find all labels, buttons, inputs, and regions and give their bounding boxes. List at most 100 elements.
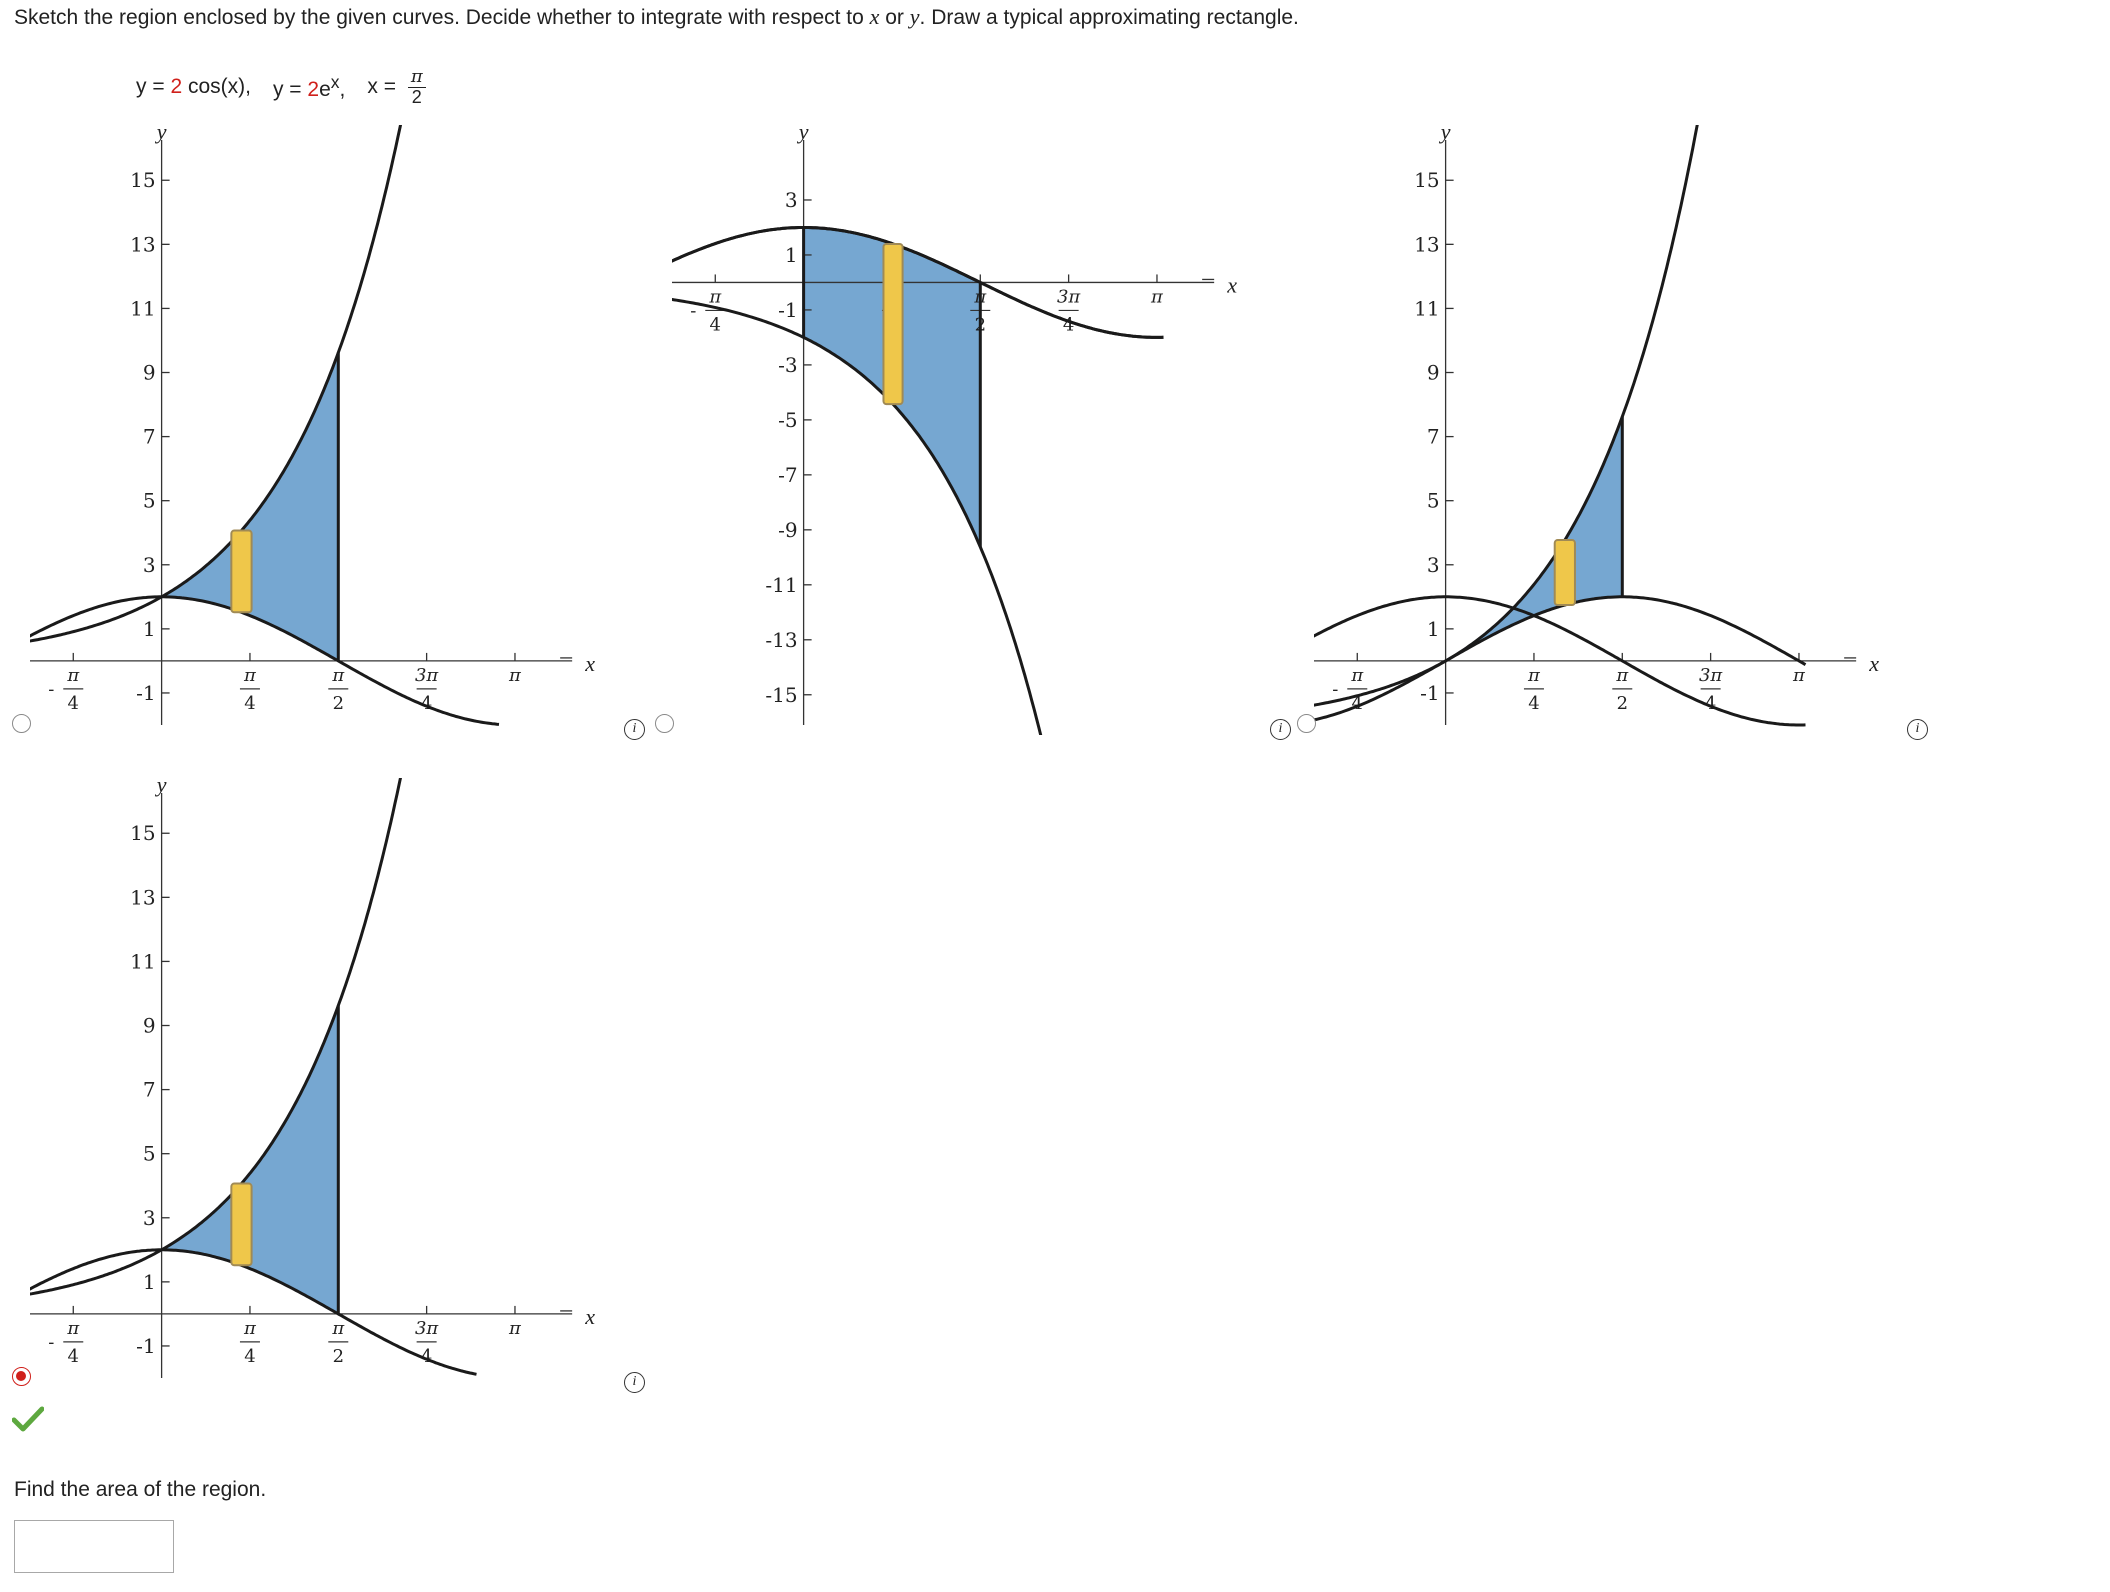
info-icon-option-b[interactable]: i bbox=[1270, 719, 1291, 740]
y-tick-label: 11 bbox=[1414, 296, 1439, 320]
y-tick-label: -15 bbox=[765, 683, 797, 707]
checkmark-icon bbox=[12, 1406, 44, 1432]
y-tick-label: 1 bbox=[1427, 617, 1440, 641]
y-tick-label: 5 bbox=[1427, 489, 1440, 513]
x-tick-numerator: π bbox=[508, 1318, 522, 1339]
y-tick-label: 13 bbox=[130, 885, 155, 909]
y-tick-label: -1 bbox=[778, 298, 797, 322]
info-icon-option-a[interactable]: i bbox=[624, 719, 645, 740]
x-axis-label: x bbox=[584, 1304, 595, 1329]
y-tick-label: -1 bbox=[1420, 681, 1439, 705]
y-tick-label: 11 bbox=[130, 296, 155, 320]
y-tick-label: 15 bbox=[130, 821, 155, 845]
x-axis-label: x bbox=[584, 651, 595, 676]
x-tick-sign: - bbox=[48, 1332, 54, 1353]
y-tick-label: -3 bbox=[778, 353, 797, 377]
x-tick-numerator: π bbox=[1527, 665, 1541, 686]
x-tick-denominator: 4 bbox=[68, 1346, 79, 1367]
y-tick-label: 3 bbox=[143, 1206, 156, 1230]
graph-option-c: x y 15 13 11 9 7 5 3 1 -1 π 4- π 4 π 2 3π 4 π bbox=[1314, 125, 1934, 735]
y-tick-label: -1 bbox=[136, 1334, 155, 1358]
y-tick-label: 15 bbox=[1414, 168, 1439, 192]
x-tick-denominator: 4 bbox=[421, 693, 432, 714]
y-tick-label: 5 bbox=[143, 1142, 156, 1166]
approximating-rectangle bbox=[230, 1182, 253, 1267]
y-tick-label: -13 bbox=[765, 628, 797, 652]
y-tick-label: 3 bbox=[1427, 553, 1440, 577]
x-tick-numerator: 3π bbox=[415, 665, 439, 686]
x-tick-numerator: π bbox=[331, 665, 345, 686]
y-tick-label: 1 bbox=[143, 617, 156, 641]
x-tick-denominator: 4 bbox=[710, 314, 721, 335]
x-tick-numerator: π bbox=[243, 665, 257, 686]
approximating-rectangle bbox=[882, 242, 904, 406]
y-tick-label: -1 bbox=[136, 681, 155, 705]
y-axis-label: y bbox=[155, 778, 167, 797]
y-axis-label: y bbox=[155, 125, 167, 144]
x-tick-numerator: π bbox=[331, 1318, 345, 1339]
x-tick-denominator: 4 bbox=[244, 1346, 255, 1367]
radio-option-a[interactable] bbox=[12, 714, 31, 733]
y-tick-label: 5 bbox=[143, 489, 156, 513]
shaded-region bbox=[1444, 416, 1624, 662]
x-tick-numerator: 3π bbox=[1057, 286, 1081, 307]
info-icon-option-d[interactable]: i bbox=[624, 1372, 645, 1393]
x-axis-label: x bbox=[1868, 651, 1879, 676]
y-tick-label: 11 bbox=[130, 949, 155, 973]
radio-option-c[interactable] bbox=[1297, 714, 1316, 733]
area-answer-input[interactable] bbox=[14, 1520, 174, 1573]
graph-option-d: x y 15 13 11 9 7 5 3 1 -1 π 4- π 4 π 2 3π 4 π bbox=[30, 778, 650, 1388]
y-tick-label: -7 bbox=[778, 463, 797, 487]
y-tick-label: 15 bbox=[130, 168, 155, 192]
radio-option-d[interactable] bbox=[12, 1367, 31, 1386]
approximating-rectangle bbox=[1553, 539, 1576, 607]
x-axis-label: x bbox=[1226, 272, 1237, 297]
equation-2: y = 2ex, bbox=[272, 72, 346, 102]
x-tick-numerator: π bbox=[1615, 665, 1629, 686]
y-axis-label: y bbox=[797, 125, 809, 144]
y-tick-label: 7 bbox=[1427, 425, 1440, 449]
cos-curve bbox=[30, 595, 500, 726]
area-prompt: Find the area of the region. bbox=[14, 1478, 267, 1501]
y-tick-label: 9 bbox=[143, 361, 156, 385]
x-tick-numerator: π bbox=[708, 286, 722, 307]
graph-option-a: x y 15 13 11 9 7 5 3 1 -1 π 4- π 4 π 2 3π 4 π bbox=[30, 125, 650, 735]
x-tick-numerator: π bbox=[1350, 665, 1364, 686]
x-tick-sign: - bbox=[48, 679, 54, 700]
x-tick-denominator: 2 bbox=[333, 693, 344, 714]
x-tick-denominator: 4 bbox=[244, 693, 255, 714]
y-tick-label: 3 bbox=[143, 553, 156, 577]
y-axis-label: y bbox=[1439, 125, 1451, 144]
x-tick-denominator: 4 bbox=[1352, 693, 1363, 714]
y-tick-label: -9 bbox=[778, 518, 797, 542]
x-tick-sign: - bbox=[690, 300, 696, 321]
y-tick-label: 1 bbox=[143, 1270, 156, 1294]
info-icon-option-c[interactable]: i bbox=[1907, 719, 1928, 740]
upper-curve bbox=[30, 125, 403, 643]
upper-curve bbox=[1314, 125, 1699, 707]
x-tick-denominator: 4 bbox=[1705, 693, 1716, 714]
approximating-rectangle bbox=[230, 529, 253, 614]
x-tick-numerator: π bbox=[1150, 286, 1164, 307]
equation-1: y = 2 cos(x), bbox=[136, 75, 251, 99]
x-tick-numerator: π bbox=[1792, 665, 1806, 686]
x-tick-numerator: 3π bbox=[1699, 665, 1723, 686]
x-tick-numerator: 3π bbox=[415, 1318, 439, 1339]
x-tick-sign: - bbox=[1332, 679, 1338, 700]
cos-curve bbox=[1314, 595, 1806, 727]
radio-option-b[interactable] bbox=[655, 714, 674, 733]
x-tick-denominator: 4 bbox=[1528, 693, 1539, 714]
x-tick-numerator: π bbox=[243, 1318, 257, 1339]
y-tick-label: 9 bbox=[143, 1014, 156, 1038]
x-tick-denominator: 2 bbox=[333, 1346, 344, 1367]
instruction-text: Sketch the region enclosed by the given … bbox=[14, 4, 1299, 29]
y-tick-label: 1 bbox=[785, 243, 798, 267]
x-tick-numerator: π bbox=[66, 1318, 80, 1339]
